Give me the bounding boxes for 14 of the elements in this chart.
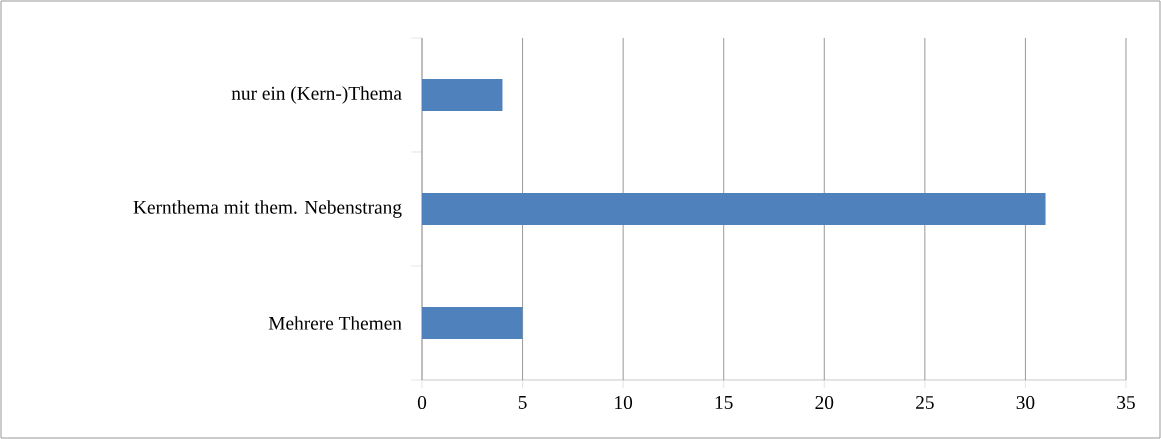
x-tick-label: 20 xyxy=(815,396,834,410)
x-tick-label: 25 xyxy=(916,396,934,410)
bar xyxy=(422,193,1046,225)
x-tick-label: 5 xyxy=(518,396,527,409)
bar xyxy=(422,306,523,339)
x-tick-label: 15 xyxy=(715,396,733,409)
y-tick-label: Kernthema mit them. Nebenstrang xyxy=(133,200,402,218)
x-tick-label: 10 xyxy=(615,396,633,410)
x-tick-label: 0 xyxy=(417,396,427,410)
x-tick-label: 35 xyxy=(1117,396,1135,410)
x-tick-label: 30 xyxy=(1016,396,1035,410)
y-tick-label: Mehrere Themen xyxy=(268,316,402,330)
bar xyxy=(422,79,503,111)
y-tick-label: nur ein (Kern-)Thema xyxy=(231,86,402,104)
